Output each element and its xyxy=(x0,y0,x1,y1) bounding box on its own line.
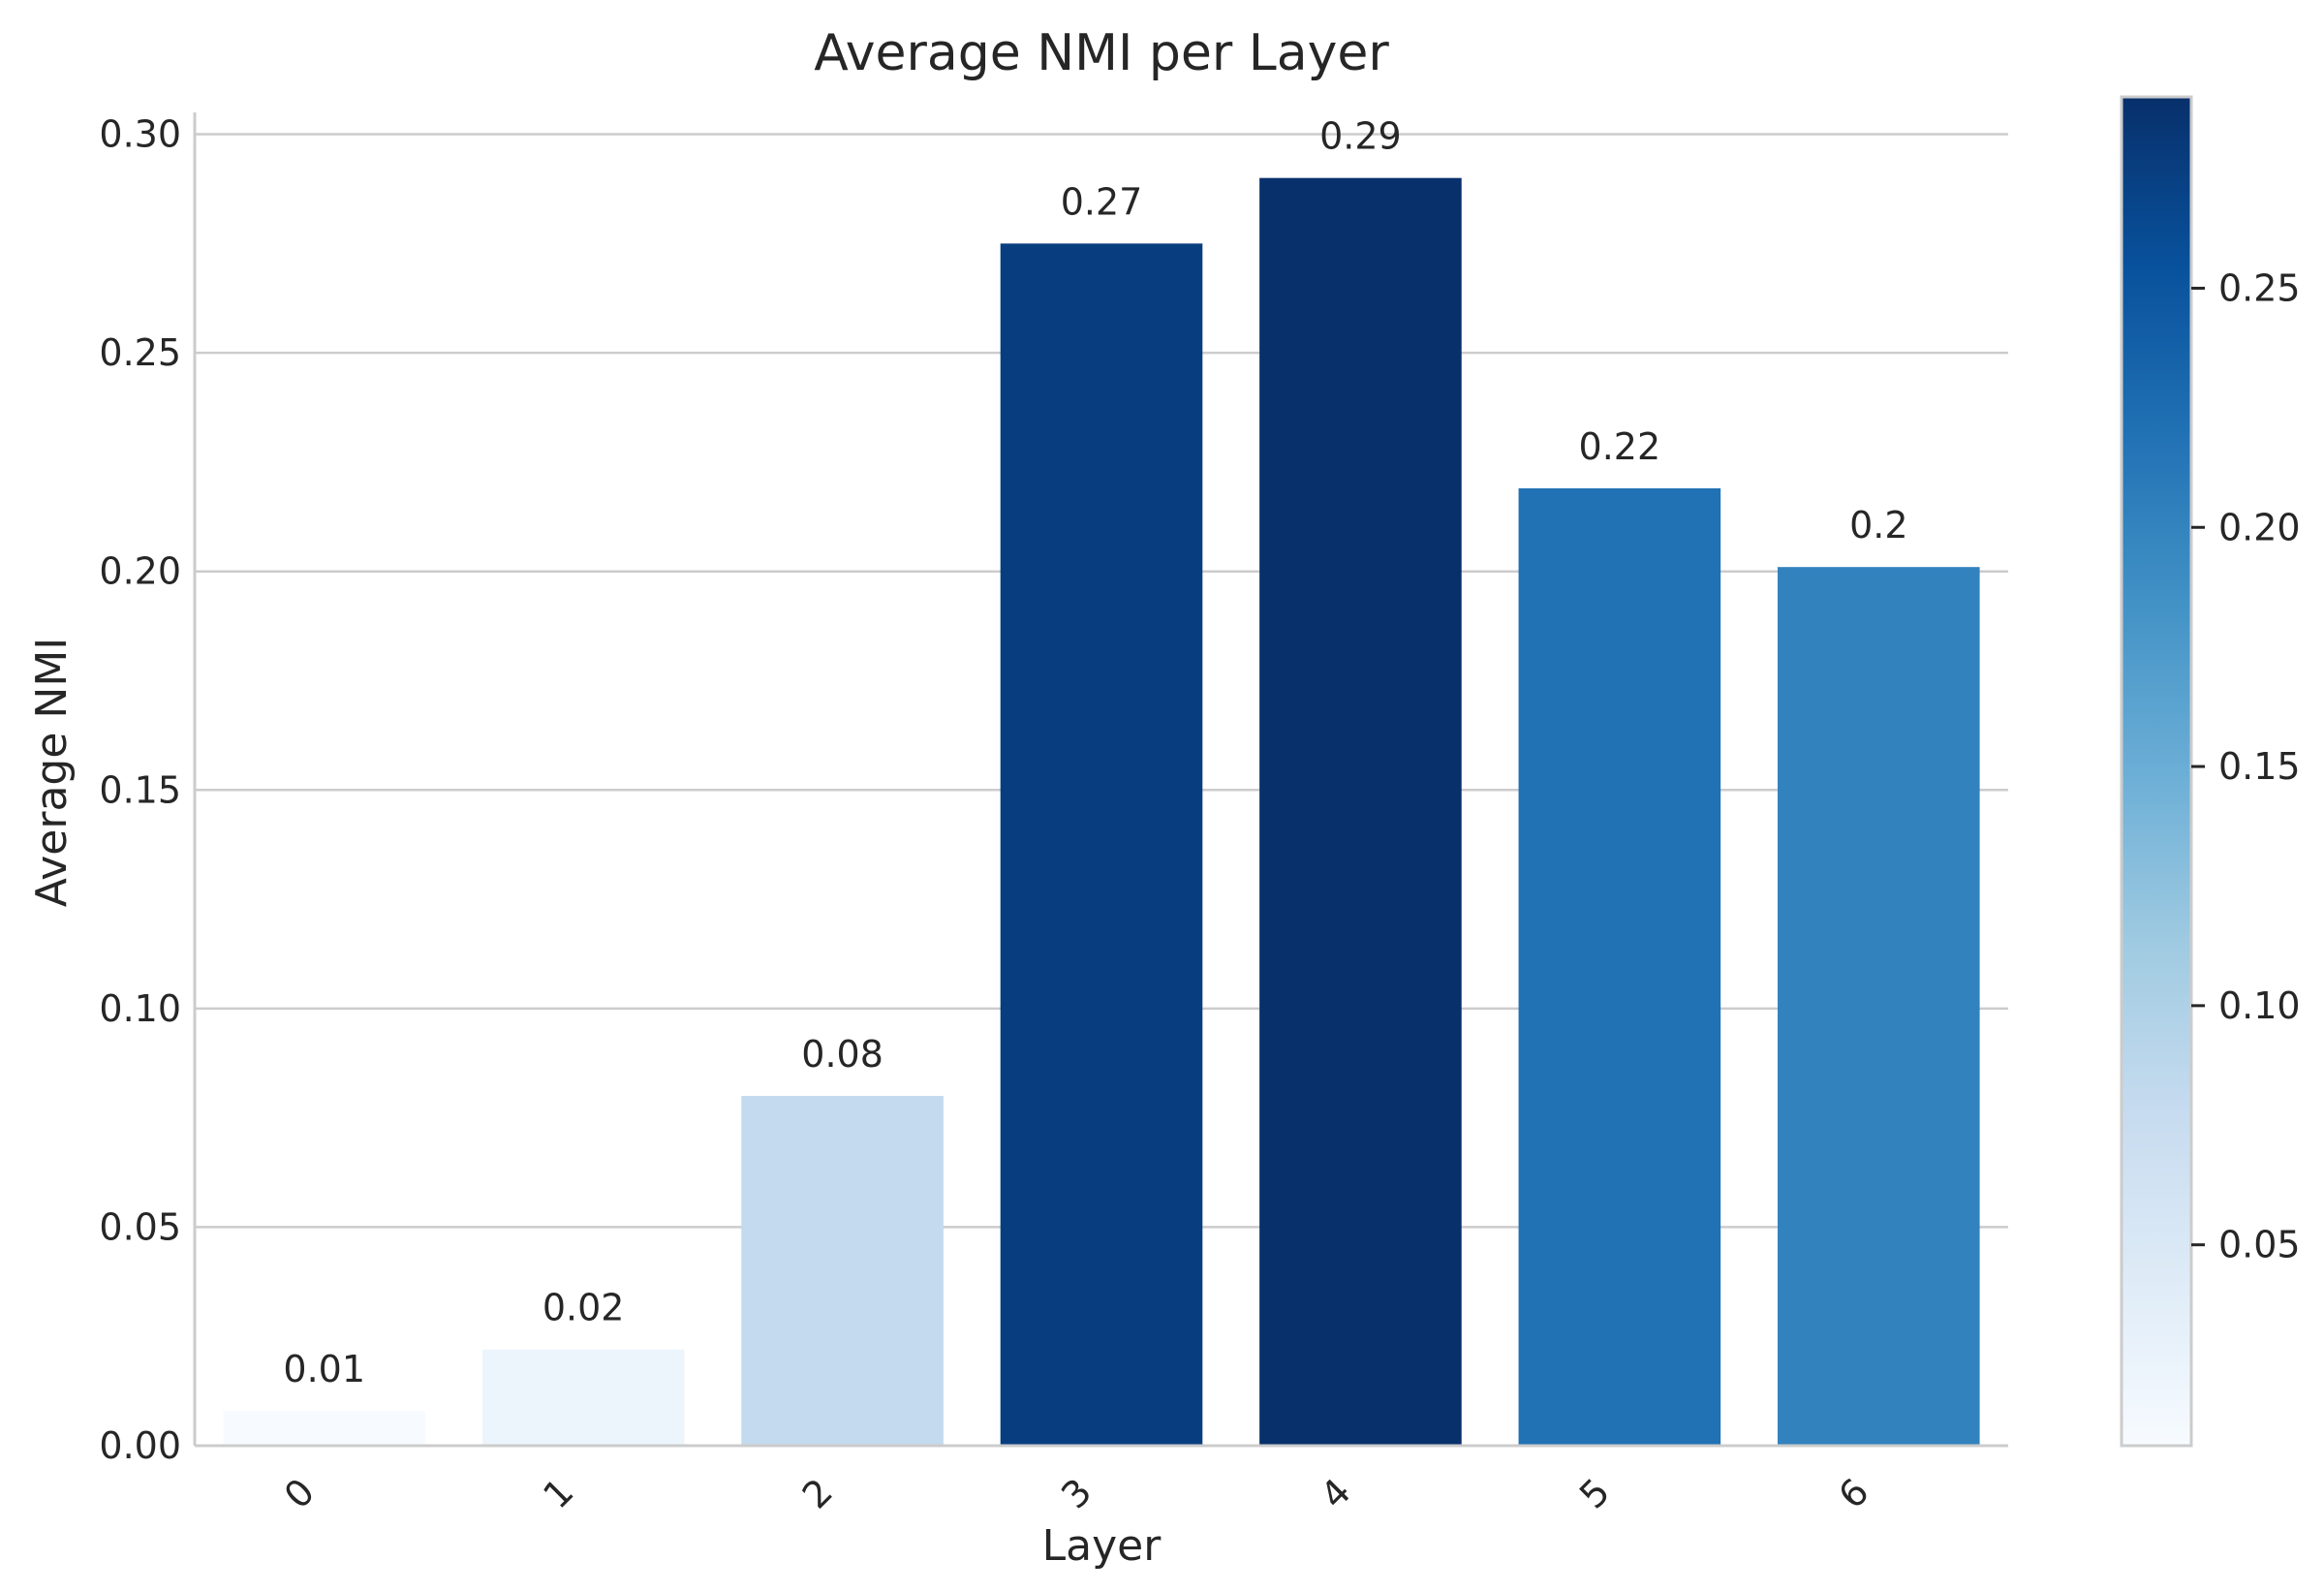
x-axis-label: Layer xyxy=(1042,1521,1162,1571)
y-tick-label: 0.15 xyxy=(99,768,181,811)
bar xyxy=(1777,567,1980,1446)
bar xyxy=(1518,487,1721,1446)
y-axis-label: Average NMI xyxy=(27,638,77,908)
axes xyxy=(193,112,2008,1448)
colorbar-tick-label: 0.20 xyxy=(2218,506,2301,548)
y-tick-label: 0.10 xyxy=(99,987,181,1030)
bar xyxy=(1000,243,1203,1447)
y-tick-label: 0.00 xyxy=(99,1424,181,1467)
colorbar-tick-label: 0.15 xyxy=(2218,745,2301,788)
x-tick-label: 3 xyxy=(1053,1470,1100,1516)
y-tick-label: 0.20 xyxy=(99,550,181,593)
colorbar-tick-label: 0.25 xyxy=(2218,266,2301,309)
y-tick-labels: 0.00 0.05 0.10 0.15 0.20 0.25 0.30 xyxy=(99,113,181,1467)
x-tick-labels: 0 1 2 3 4 5 6 xyxy=(276,1470,1877,1516)
y-tick-label: 0.05 xyxy=(99,1205,181,1248)
x-tick-label: 2 xyxy=(794,1470,841,1516)
bar xyxy=(481,1349,685,1446)
x-tick-label: 6 xyxy=(1830,1470,1876,1516)
colorbar: 0.05 0.10 0.15 0.20 0.25 xyxy=(2120,95,2301,1448)
x-tick-label: 1 xyxy=(535,1470,581,1516)
data-label: 0.27 xyxy=(1061,180,1143,223)
x-tick-label: 5 xyxy=(1571,1470,1618,1516)
y-tick-label: 0.30 xyxy=(99,113,181,156)
colorbar-gradient xyxy=(2122,97,2191,1446)
colorbar-frame xyxy=(2120,95,2193,1448)
colorbar-tick-label: 0.05 xyxy=(2218,1224,2301,1266)
x-tick-label: 0 xyxy=(276,1470,323,1516)
bar xyxy=(741,1096,944,1446)
x-tick-label: 4 xyxy=(1313,1470,1359,1516)
data-label: 0.01 xyxy=(283,1348,365,1390)
colorbar-ticks: 0.05 0.10 0.15 0.20 0.25 xyxy=(2191,266,2301,1266)
chart-title: Average NMI per Layer xyxy=(814,24,1389,82)
data-label: 0.29 xyxy=(1319,115,1402,158)
data-label: 0.08 xyxy=(801,1033,883,1076)
bar xyxy=(1259,177,1462,1447)
data-labels: 0.01 0.02 0.08 0.27 0.29 0.22 0.2 xyxy=(283,115,1907,1390)
data-label: 0.2 xyxy=(1849,504,1907,546)
colorbar-tick-label: 0.10 xyxy=(2218,984,2301,1027)
data-label: 0.02 xyxy=(542,1287,625,1329)
bars xyxy=(223,177,1980,1447)
bar xyxy=(223,1410,426,1446)
y-tick-label: 0.25 xyxy=(99,331,181,374)
data-label: 0.22 xyxy=(1579,425,1661,468)
